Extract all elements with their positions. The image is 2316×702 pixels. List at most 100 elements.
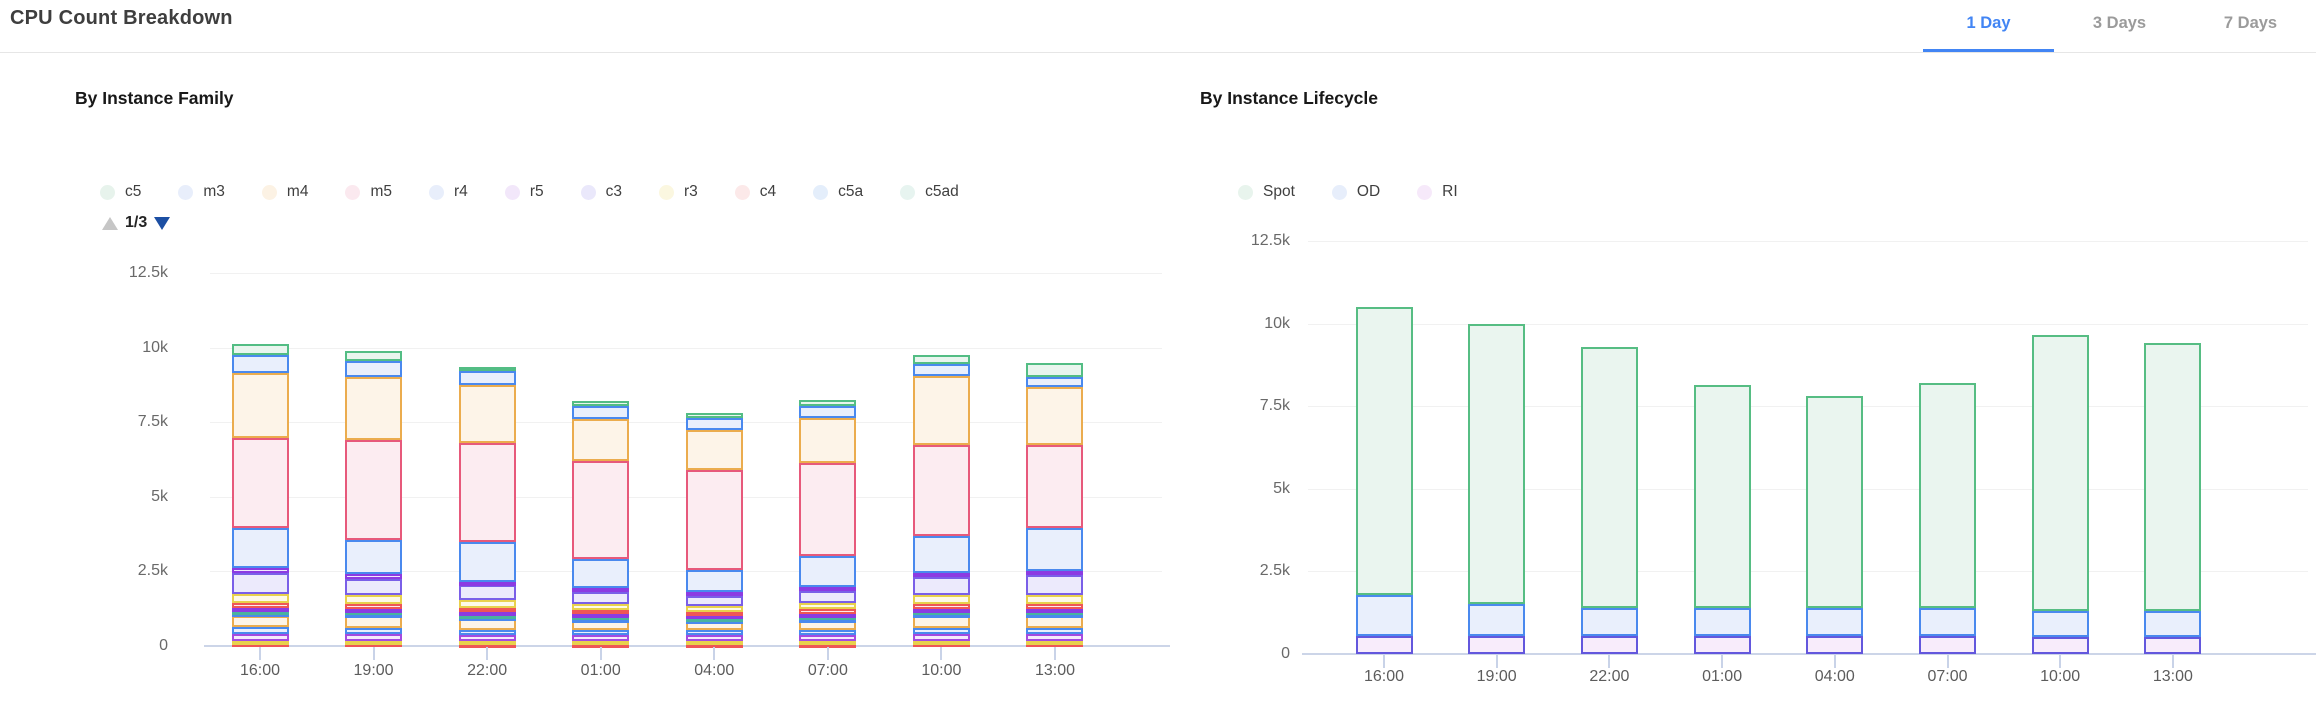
bar-segment-Spot[interactable] [1919, 383, 1976, 608]
legend-item-RI[interactable]: RI [1417, 183, 1458, 201]
bar-segment-other-c[interactable] [231, 627, 289, 635]
bar-segment-m4[interactable] [912, 375, 970, 445]
bar-segment-other-a[interactable] [1026, 608, 1084, 613]
bar-segment-m4[interactable] [345, 377, 403, 441]
bar-segment-other-a[interactable] [799, 613, 857, 618]
bar-segment-m3[interactable] [572, 405, 630, 420]
bar-segment-r5[interactable] [685, 592, 743, 597]
bar-segment-other-e[interactable] [231, 640, 289, 645]
bar-segment-RI[interactable] [1355, 635, 1413, 654]
bar-segment-c4[interactable] [1026, 603, 1084, 609]
bar-segment-other-d[interactable] [912, 634, 970, 641]
bar-segment-RI[interactable] [2031, 637, 2089, 654]
bar-segment-other-a[interactable] [572, 613, 630, 618]
bar-segment-other-e[interactable] [345, 640, 403, 645]
bar-segment-c4[interactable] [458, 607, 516, 613]
bar-segment-other-d[interactable] [1026, 634, 1084, 641]
legend-item-m4[interactable]: m4 [261, 183, 308, 201]
bar-segment-other-c[interactable] [1026, 628, 1084, 635]
bar-segment-Spot[interactable] [1355, 307, 1413, 595]
bar-segment-m3[interactable] [458, 371, 516, 385]
bar-segment-other-d[interactable] [458, 635, 516, 642]
bar-segment-r3[interactable] [572, 604, 630, 611]
bar-segment-m5[interactable] [572, 460, 630, 560]
bar-segment-r4[interactable] [685, 569, 743, 593]
bar-segment-Spot[interactable] [1693, 384, 1751, 608]
bar-segment-m3[interactable] [1026, 376, 1084, 388]
bar-segment-other-d[interactable] [685, 635, 743, 642]
legend-page-up-icon[interactable] [102, 216, 118, 230]
bar-segment-c4[interactable] [572, 610, 630, 615]
bar-segment-m5[interactable] [685, 469, 743, 570]
bar-segment-r5[interactable] [345, 574, 403, 579]
bar-segment-OD[interactable] [1919, 607, 1976, 636]
bar-segment-c3[interactable] [685, 595, 743, 607]
bar-segment-c4[interactable] [345, 603, 403, 609]
legend-item-r3[interactable]: r3 [658, 183, 698, 201]
bar-segment-c3[interactable] [799, 591, 857, 604]
bar-segment-c4[interactable] [231, 603, 289, 609]
bar-segment-OD[interactable] [1580, 607, 1638, 636]
bar-segment-other-a[interactable] [912, 608, 970, 613]
bar-segment-other-c[interactable] [458, 629, 516, 636]
legend-item-c4[interactable]: c4 [734, 183, 776, 201]
bar-segment-m4[interactable] [572, 419, 630, 461]
bar-segment-c5[interactable] [345, 350, 403, 362]
bar-segment-Spot[interactable] [2031, 335, 2089, 612]
bar-segment-other-e[interactable] [1026, 640, 1084, 645]
legend-page-down-icon[interactable] [154, 216, 171, 230]
bar-segment-c4[interactable] [799, 609, 857, 614]
bar-segment-other-a[interactable] [458, 612, 516, 617]
bar-segment-c5[interactable] [1026, 363, 1084, 377]
legend-item-r4[interactable]: r4 [429, 183, 468, 201]
bar-segment-other-d[interactable] [572, 635, 630, 642]
bar-segment-r4[interactable] [231, 527, 289, 569]
bar-segment-c5[interactable] [572, 401, 630, 406]
bar-segment-r5[interactable] [458, 581, 516, 586]
bar-segment-m5[interactable] [345, 440, 403, 541]
bar-segment-r4[interactable] [572, 559, 630, 588]
bar-segment-c4[interactable] [912, 603, 970, 609]
bar-segment-r5[interactable] [912, 572, 970, 578]
bar-segment-c3[interactable] [1026, 575, 1084, 595]
bar-segment-c3[interactable] [458, 585, 516, 601]
bar-segment-OD[interactable] [1468, 604, 1526, 636]
bar-segment-other-e[interactable] [799, 641, 857, 646]
tab-7-days[interactable]: 7 Days [2223, 14, 2278, 32]
bar-segment-Spot[interactable] [2144, 343, 2202, 612]
bar-segment-other-d[interactable] [345, 634, 403, 641]
bar-segment-r3[interactable] [231, 594, 289, 604]
bar-segment-other-e[interactable] [912, 640, 970, 645]
bar-segment-c3[interactable] [345, 578, 403, 596]
bar-segment-RI[interactable] [1919, 635, 1976, 654]
bar-segment-OD[interactable] [1355, 594, 1413, 636]
bar-segment-r3[interactable] [1026, 594, 1084, 604]
bar-segment-m4[interactable] [799, 418, 857, 464]
bar-segment-RI[interactable] [1806, 635, 1864, 654]
bar-segment-r3[interactable] [685, 606, 743, 612]
bar-segment-m5[interactable] [458, 443, 516, 542]
bar-segment-m5[interactable] [799, 463, 857, 556]
bar-segment-other-a[interactable] [345, 608, 403, 613]
bar-segment-c4[interactable] [685, 611, 743, 616]
bar-segment-r5[interactable] [572, 587, 630, 593]
bar-segment-m4[interactable] [458, 384, 516, 444]
bar-segment-other-c[interactable] [572, 629, 630, 636]
bar-segment-other-e[interactable] [458, 641, 516, 646]
bar-segment-r4[interactable] [1026, 527, 1084, 571]
bar-segment-c3[interactable] [912, 577, 970, 596]
tab-3-days[interactable]: 3 Days [2092, 14, 2147, 32]
bar-segment-m5[interactable] [1026, 445, 1084, 528]
bar-segment-c5[interactable] [799, 400, 857, 407]
bar-segment-other-c[interactable] [345, 628, 403, 635]
legend-item-m3[interactable]: m3 [178, 183, 225, 201]
bar-segment-r4[interactable] [458, 541, 516, 582]
bar-segment-r5[interactable] [231, 568, 289, 573]
bar-segment-RI[interactable] [2144, 637, 2202, 654]
bar-segment-c5[interactable] [685, 413, 743, 418]
bar-segment-c3[interactable] [572, 592, 630, 605]
bar-segment-c5[interactable] [912, 355, 970, 364]
bar-segment-other-d[interactable] [799, 635, 857, 642]
bar-segment-OD[interactable] [1806, 607, 1864, 636]
bar-segment-m3[interactable] [799, 406, 857, 419]
